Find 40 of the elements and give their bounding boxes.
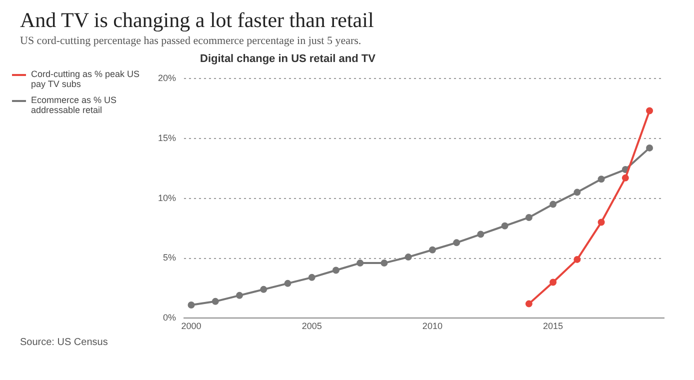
x-tick-label: 2000 [181,321,202,332]
point [188,302,195,309]
y-tick-label: 15% [158,132,176,143]
point [212,298,219,305]
point [332,266,340,274]
point [525,300,532,308]
point [380,260,388,267]
y-tick-label: 10% [158,192,176,203]
point [622,174,629,182]
legend-label: Cord-cutting as % peak US pay TV subs [31,69,141,89]
point [428,246,436,254]
text: Digital change in US retail and TV [200,53,376,65]
legend-label: Ecommerce as % US addressable retail [31,95,118,115]
y-tick-label: 20% [158,72,176,83]
point [477,230,484,238]
point [284,280,292,287]
point [404,254,412,261]
point [236,292,243,299]
chart-subtitle: US cord-cutting percentage has passed ecommerce percentage in just 5 years. [19,34,362,47]
x-tick-label: 2010 [422,321,442,332]
point [646,107,654,114]
point [308,274,316,281]
point [550,278,557,286]
point [260,286,268,293]
point [525,214,532,221]
source-note: Source: US Census [20,337,109,348]
x-tick-label: 2015 [543,321,564,332]
point [501,222,508,230]
y-tick-label: 5% [163,252,176,263]
point [574,256,581,263]
point [550,200,557,208]
point [574,188,581,196]
chart-title: And TV is changing a lot faster than retail [19,7,375,33]
x-tick-label: 2005 [302,321,322,332]
point [453,239,460,246]
y-tick-label: 0% [163,312,176,323]
point [356,260,364,267]
point [646,144,654,152]
point [598,176,605,183]
point [598,218,605,226]
